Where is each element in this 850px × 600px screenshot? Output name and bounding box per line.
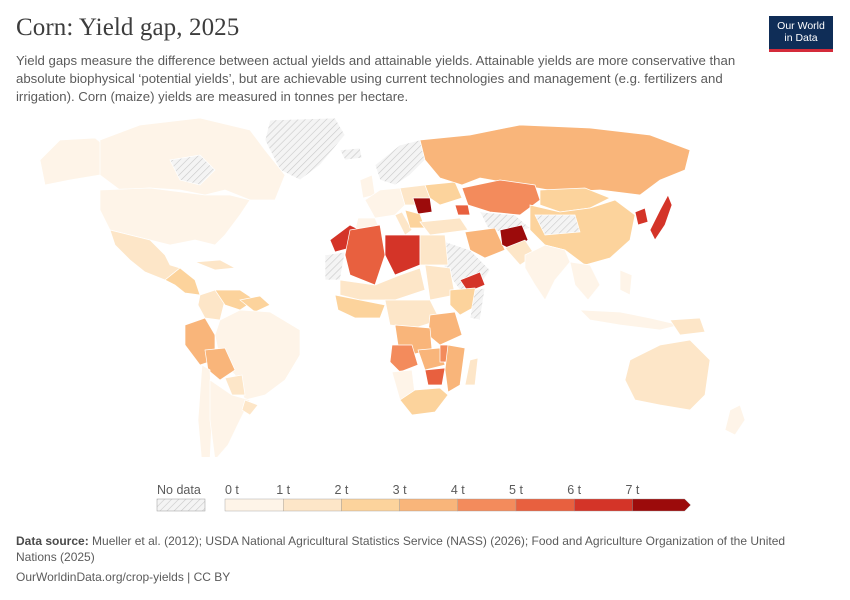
region-india[interactable]	[524, 244, 571, 301]
region-greenland[interactable]	[264, 117, 346, 181]
legend-tick-5: 5 t	[509, 483, 523, 497]
region-australia[interactable]	[624, 339, 711, 411]
map-legend: No data 0 t 1 t 2 t 3 t 4 t 5 t 6 t 7 t	[156, 483, 691, 512]
region-new-zealand[interactable]	[724, 404, 746, 436]
region-iran[interactable]	[464, 227, 506, 259]
owid-logo[interactable]: Our World in Data	[769, 16, 833, 52]
region-algeria[interactable]	[344, 224, 386, 286]
region-turkey[interactable]	[419, 217, 469, 236]
legend-bin-0[interactable]	[224, 498, 284, 512]
legend-tick-7: 7 t	[625, 483, 639, 497]
region-angola[interactable]	[389, 344, 419, 373]
legend-bin-7[interactable]	[632, 498, 691, 512]
region-western-sahara[interactable]	[324, 251, 346, 281]
region-uruguay[interactable]	[241, 399, 259, 416]
legend-tick-2: 2 t	[334, 483, 348, 497]
legend-no-data-label: No data	[157, 483, 201, 497]
legend-bin-1[interactable]	[282, 498, 342, 512]
region-caucasus[interactable]	[454, 204, 471, 216]
world-map	[39, 117, 746, 457]
region-canada-arctic[interactable]	[169, 154, 216, 186]
region-somalia[interactable]	[469, 287, 486, 321]
legend-tick-0: 0 t	[225, 483, 239, 497]
region-new-guinea[interactable]	[669, 317, 706, 336]
region-south-africa[interactable]	[399, 387, 449, 416]
region-chile[interactable]	[197, 364, 213, 457]
legend-bin-6[interactable]	[574, 498, 633, 512]
legend-color-bins	[224, 498, 691, 512]
region-philippines[interactable]	[619, 269, 633, 296]
legend-tick-1: 1 t	[276, 483, 290, 497]
region-bolivia[interactable]	[204, 347, 236, 381]
region-ethiopia[interactable]	[449, 287, 479, 316]
region-mozambique[interactable]	[444, 344, 466, 393]
legend-no-data-swatch	[156, 498, 206, 512]
logo-line-2: in Data	[784, 32, 818, 44]
region-east-africa[interactable]	[427, 311, 463, 346]
region-indonesia[interactable]	[579, 309, 681, 331]
region-caribbean[interactable]	[194, 259, 237, 271]
region-southeast-asia[interactable]	[569, 261, 601, 301]
region-alaska[interactable]	[39, 137, 111, 186]
region-zambia[interactable]	[417, 347, 446, 371]
region-paraguay[interactable]	[224, 374, 246, 396]
region-iceland[interactable]	[339, 147, 363, 161]
source-text: Mueller et al. (2012); USDA National Agr…	[16, 534, 786, 564]
region-yemen[interactable]	[459, 271, 486, 293]
legend-tick-3: 3 t	[393, 483, 407, 497]
chart-subtitle: Yield gaps measure the difference betwee…	[16, 53, 736, 104]
region-tibet[interactable]	[534, 214, 581, 236]
region-scandinavia[interactable]	[374, 139, 426, 186]
region-west-africa[interactable]	[334, 294, 386, 319]
logo-line-1: Our World	[777, 20, 825, 32]
legend-bin-2[interactable]	[341, 498, 400, 512]
footer-url[interactable]: OurWorldinData.org/crop-yields | CC BY	[16, 570, 231, 584]
chart-title: Corn: Yield gap, 2025	[16, 14, 240, 41]
source-label: Data source:	[16, 534, 89, 548]
region-central-africa[interactable]	[384, 299, 441, 329]
legend-bin-5[interactable]	[515, 498, 575, 512]
region-kazakhstan[interactable]	[461, 179, 541, 216]
footer-source: Data source: Mueller et al. (2012); USDA…	[16, 533, 816, 565]
legend-bin-3[interactable]	[399, 498, 459, 512]
legend-tick-4: 4 t	[451, 483, 465, 497]
region-zimbabwe[interactable]	[424, 367, 446, 386]
region-russia[interactable]	[419, 124, 691, 196]
region-guianas[interactable]	[239, 295, 271, 313]
region-romania[interactable]	[412, 197, 433, 215]
legend-tick-labels: 0 t 1 t 2 t 3 t 4 t 5 t 6 t 7 t	[225, 483, 640, 497]
region-ukraine[interactable]	[424, 181, 463, 206]
region-egypt[interactable]	[419, 234, 449, 266]
legend-tick-6: 6 t	[567, 483, 581, 497]
region-madagascar[interactable]	[464, 357, 479, 386]
region-korea[interactable]	[634, 207, 649, 226]
region-italy[interactable]	[394, 211, 413, 236]
region-japan[interactable]	[649, 194, 673, 241]
region-libya[interactable]	[384, 234, 421, 276]
legend-bin-4[interactable]	[457, 498, 517, 512]
region-argentina[interactable]	[209, 379, 251, 457]
region-sahel[interactable]	[339, 267, 426, 301]
